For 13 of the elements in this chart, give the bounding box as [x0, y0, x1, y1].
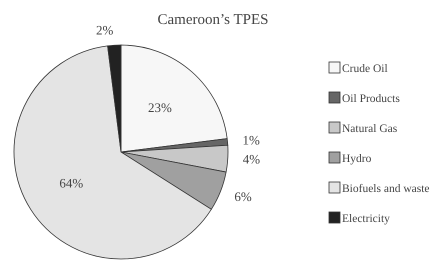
- chart-title: Cameroon’s TPES: [158, 12, 268, 28]
- legend-label: Hydro: [342, 153, 372, 165]
- data-label: 64%: [59, 176, 84, 191]
- data-label: 2%: [96, 22, 114, 38]
- legend-label: Crude Oil: [342, 63, 388, 75]
- data-label: 1%: [242, 132, 260, 148]
- legend-label: Electricity: [342, 213, 390, 225]
- legend-label: Natural Gas: [342, 123, 398, 135]
- data-label: 4%: [242, 152, 260, 167]
- legend-label: Oil Products: [342, 93, 400, 105]
- data-label: 23%: [148, 100, 172, 115]
- data-label: 6%: [234, 188, 252, 204]
- legend-label: Biofuels and waste: [342, 183, 430, 195]
